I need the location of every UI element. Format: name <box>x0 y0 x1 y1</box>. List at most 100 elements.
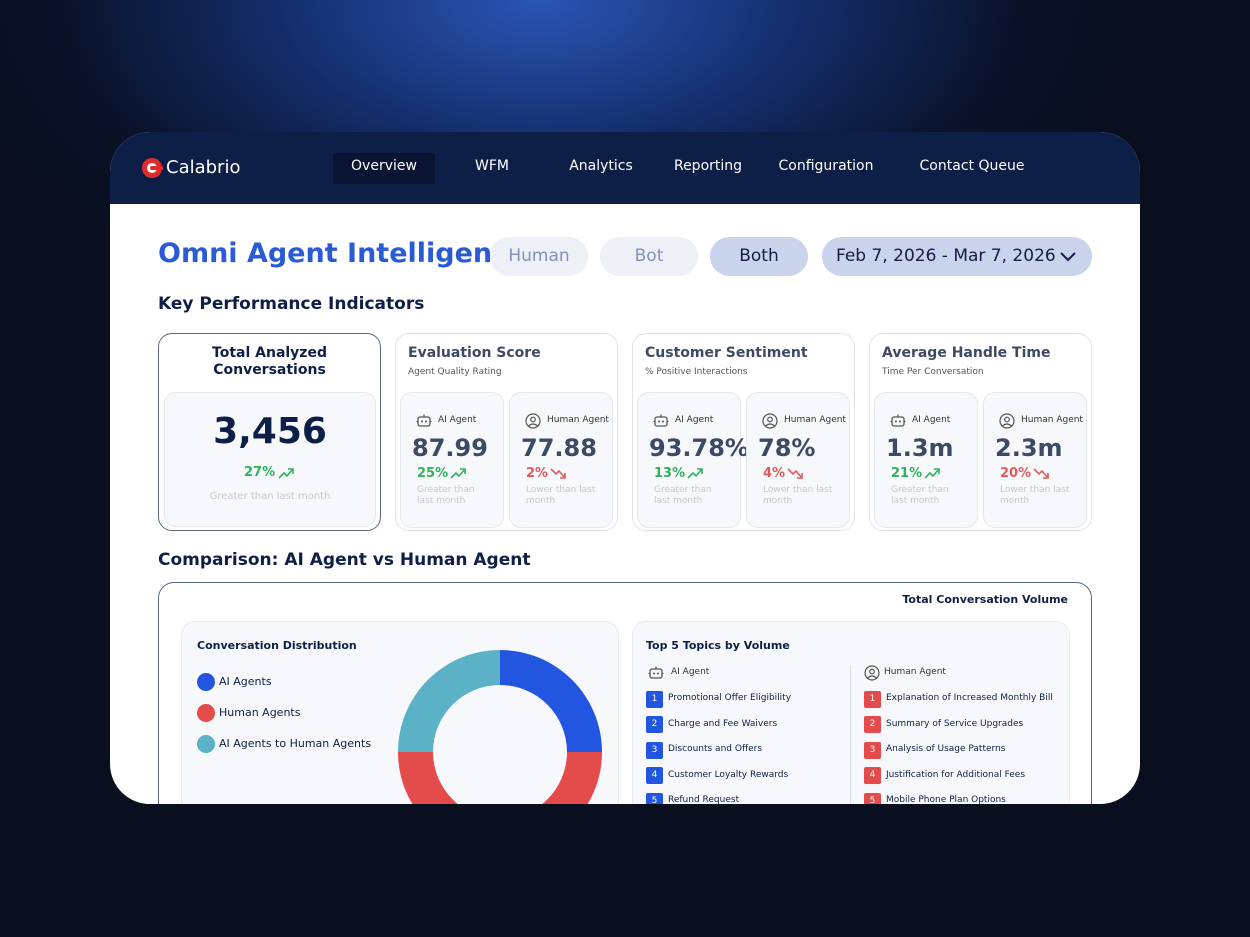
agent-label: Human Agent <box>1021 415 1083 425</box>
rank-badge: 4 <box>646 767 663 784</box>
robot-icon <box>653 414 669 427</box>
kpi-card <box>395 333 618 531</box>
donut-segment <box>500 650 602 752</box>
kpi-value: 3,456 <box>213 411 327 452</box>
agent-note: Greater than last month <box>654 485 712 506</box>
legend-label: AI Agents to Human Agents <box>219 737 372 750</box>
up-icon <box>450 468 466 479</box>
agent-change: 21% <box>891 466 923 481</box>
filter-pill[interactable]: Bot <box>600 237 698 276</box>
comparison-box <box>158 582 1092 804</box>
agent-label: Human Agent <box>547 415 609 425</box>
topic-label: Justification for Additional Fees <box>886 769 1026 780</box>
nav-item[interactable]: Analytics <box>569 158 633 174</box>
rank-badge: 4 <box>864 767 881 784</box>
kpi-card-subtitle: Time Per Conversation <box>882 367 984 377</box>
rank-badge: 3 <box>646 741 663 759</box>
agent-change: 4% <box>763 466 786 481</box>
panel <box>632 621 1070 804</box>
section-heading: Comparison: AI Agent vs Human Agent <box>158 550 531 570</box>
agent-box <box>746 392 850 528</box>
nav-item[interactable]: Reporting <box>673 158 743 174</box>
agent-box <box>874 392 978 528</box>
agent-note: Lower than last month <box>763 485 833 506</box>
kpi-card-title: Customer Sentiment <box>645 345 808 361</box>
topic-label: Explanation of Increased Monthly Bill <box>886 693 1053 703</box>
agent-change: 13% <box>654 466 686 481</box>
nav-item[interactable]: Contact Queue <box>919 158 1025 174</box>
agent-value: 93.78% <box>649 434 749 462</box>
agent-change: 25% <box>417 466 449 481</box>
agent-value: 87.99 <box>412 434 488 462</box>
down-icon <box>1033 468 1049 479</box>
app-window: Calabrio Overview WFM Analytics Reporting Con… <box>110 132 1140 804</box>
rank-badge: 1 <box>646 690 663 708</box>
rank-badge: 2 <box>864 716 881 733</box>
topic-label: Customer Loyalty Rewards <box>668 769 789 780</box>
nav-item[interactable]: Configuration <box>778 158 874 174</box>
rank-badge: 1 <box>864 690 881 708</box>
rank-badge: 5 <box>646 792 663 804</box>
date-range-picker[interactable] <box>822 237 1092 276</box>
agent-label: Human Agent <box>784 415 846 425</box>
legend-label: AI Agents <box>219 675 272 688</box>
topic-label: Mobile Phone Plan Options <box>886 795 1006 804</box>
nav-active-bg <box>333 153 435 184</box>
person-icon <box>864 665 880 681</box>
topic-label: Promotional Offer Eligibility <box>668 693 792 703</box>
logo <box>142 158 163 178</box>
agent-label: AI Agent <box>438 415 477 425</box>
agent-value: 78% <box>758 434 816 462</box>
panel <box>181 621 619 804</box>
agent-box <box>983 392 1087 528</box>
filter-pill[interactable]: Human <box>490 237 588 276</box>
agent-label: AI Agent <box>675 415 714 425</box>
agent-box <box>400 392 504 528</box>
agent-note: Lower than last month <box>1000 485 1070 506</box>
kpi-inner <box>164 392 376 527</box>
date-range: Feb 7, 2026 - Mar 7, 2026 <box>836 246 1056 266</box>
divider <box>850 665 851 804</box>
kpi-card <box>632 333 855 531</box>
kpi-note: Greater than last month <box>209 491 331 502</box>
kpi-card-title: Average Handle Time <box>882 345 1051 361</box>
nav-item[interactable]: Overview <box>351 158 417 174</box>
topic-label: Discounts and Offers <box>668 744 763 754</box>
down-icon <box>787 468 803 479</box>
group-label: Human Agent <box>884 667 946 677</box>
agent-note: Greater than last month <box>891 485 949 506</box>
volume-label: Total Conversation Volume <box>902 593 1068 606</box>
agent-value: 1.3m <box>886 434 954 462</box>
robot-icon <box>890 414 906 427</box>
donut-chart <box>398 650 602 804</box>
kpi-card-title: Total Analyzed Conversations <box>212 345 327 378</box>
legend-swatch <box>197 673 215 691</box>
robot-icon <box>648 666 664 679</box>
kpi-card-subtitle: Agent Quality Rating <box>408 367 502 377</box>
topic-label: Analysis of Usage Patterns <box>886 744 1006 754</box>
person-icon <box>999 413 1015 429</box>
robot-icon <box>416 414 432 427</box>
topic-label: Refund Request <box>668 795 740 804</box>
legend-swatch <box>197 735 215 753</box>
up-icon <box>278 468 294 479</box>
panel-title: Conversation Distribution <box>197 639 357 652</box>
kpi-card-subtitle: % Positive Interactions <box>645 367 748 377</box>
rank-badge: 3 <box>864 741 881 759</box>
header-bar <box>110 132 1140 204</box>
agent-value: 2.3m <box>995 434 1063 462</box>
brand: Calabrio <box>166 157 241 178</box>
donut-segment <box>398 752 602 804</box>
agent-change: 2% <box>526 466 549 481</box>
agent-change: 20% <box>1000 466 1032 481</box>
nav-item[interactable]: WFM <box>475 158 509 174</box>
kpi-card-title: Evaluation Score <box>408 345 541 361</box>
kpi-change: 27% <box>244 465 276 480</box>
agent-note: Greater than last month <box>417 485 475 506</box>
chevron <box>1060 252 1076 262</box>
agent-label: AI Agent <box>912 415 951 425</box>
filter-pill[interactable]: Both <box>710 237 808 276</box>
agent-box <box>509 392 613 528</box>
agent-value: 77.88 <box>521 434 597 462</box>
